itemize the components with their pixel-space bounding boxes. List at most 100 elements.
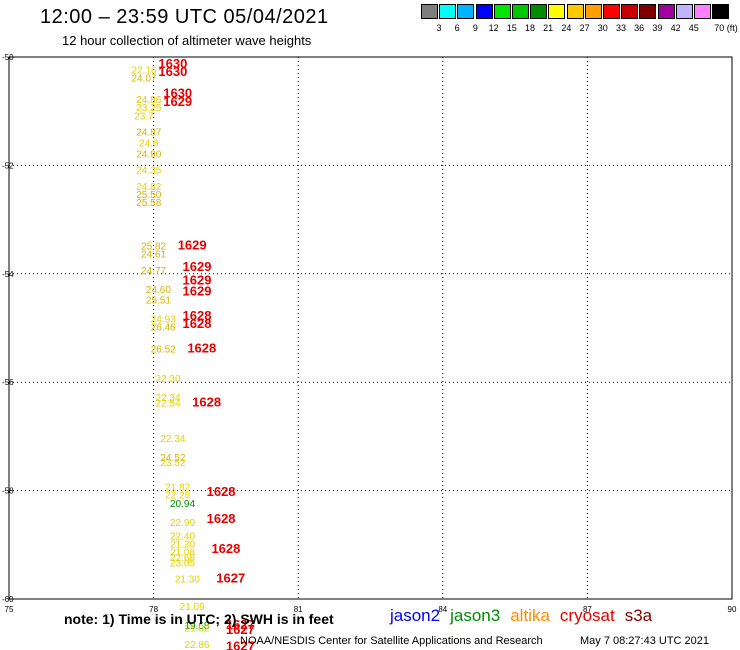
legend-swatch bbox=[439, 4, 457, 19]
footer-timestamp: May 7 08:27:43 UTC 2021 bbox=[580, 635, 710, 647]
legend-label: 18 bbox=[524, 23, 535, 33]
legend-swatch bbox=[475, 4, 493, 19]
legend-swatch bbox=[675, 4, 693, 19]
time-label: 1630 bbox=[158, 56, 187, 71]
swh-value-label: 21.20 bbox=[170, 540, 195, 551]
x-tick-label: 90 bbox=[728, 605, 737, 614]
y-tick-label: -60 bbox=[2, 595, 14, 604]
legend-label: 6 bbox=[454, 23, 460, 33]
swh-value-label: 21.08 bbox=[170, 548, 195, 559]
time-label: 1628 bbox=[207, 511, 236, 526]
swh-value-label: 26.52 bbox=[151, 344, 176, 355]
satellite-name: cryosat bbox=[559, 606, 615, 625]
swh-value-label: 24.52 bbox=[160, 453, 185, 464]
time-label: 1627 bbox=[226, 617, 255, 632]
y-tick-label: -50 bbox=[2, 53, 14, 62]
swh-value-label: 23.05 bbox=[170, 558, 195, 569]
swh-value-label: 25.51 bbox=[146, 296, 171, 307]
swh-value-label: 25.82 bbox=[141, 241, 166, 252]
x-tick-labels: 75 78 81 84 87 90 bbox=[5, 605, 737, 614]
swh-value-label: 24.86 bbox=[136, 95, 161, 106]
swh-value-label: 26.46 bbox=[151, 323, 176, 334]
satellite-legend: jason2 jason3 altika cryosat s3a bbox=[390, 606, 662, 626]
legend-label: 45 bbox=[688, 23, 699, 33]
y-tick-label: -54 bbox=[2, 270, 14, 279]
swh-value-label: 21.02 bbox=[184, 624, 209, 635]
swh-value-label: 24.6 bbox=[139, 138, 159, 149]
swh-value-label: 22.26 bbox=[165, 491, 190, 502]
time-label: 1628 bbox=[207, 484, 236, 499]
legend-swatch bbox=[712, 4, 730, 19]
time-label: 1628 bbox=[187, 340, 216, 355]
time-label: 1628 bbox=[183, 308, 212, 323]
legend-label: 15 bbox=[506, 23, 517, 33]
time-label: 1628 bbox=[211, 541, 240, 556]
legend-swatch bbox=[457, 4, 475, 19]
time-labels: 1630163016301629162916291629162916281628… bbox=[158, 56, 255, 650]
legend-label: 24 bbox=[561, 23, 572, 33]
legend-label: 33 bbox=[615, 23, 626, 33]
swh-value-label: 24.61 bbox=[141, 250, 166, 261]
legend-label: 70 (ft) bbox=[714, 23, 738, 33]
legend-label: 42 bbox=[670, 23, 681, 33]
time-label: 1627 bbox=[226, 622, 255, 637]
legend-swatch bbox=[548, 4, 566, 19]
satellite-name: jason2 bbox=[390, 606, 441, 625]
time-label: 1629 bbox=[183, 273, 212, 288]
y-tick-label: -52 bbox=[2, 161, 14, 170]
legend-swatch bbox=[657, 4, 675, 19]
legend-swatch bbox=[639, 4, 657, 19]
swh-value-label: 24.93 bbox=[151, 315, 176, 326]
swh-value-label: 22.86 bbox=[184, 640, 209, 650]
swh-value-label: 25.58 bbox=[136, 198, 161, 209]
x-tick-label: 81 bbox=[294, 605, 303, 614]
legend-label: 12 bbox=[488, 23, 499, 33]
swh-value-label: 22.34 bbox=[160, 434, 185, 445]
swh-value-label: 21.82 bbox=[165, 483, 190, 494]
time-label: 1630 bbox=[158, 64, 187, 79]
swh-value-label: 23.25 bbox=[136, 103, 161, 114]
swh-value-label: 21.30 bbox=[175, 575, 200, 586]
time-label: 1627 bbox=[216, 571, 245, 586]
legend-swatch bbox=[530, 4, 548, 19]
legend-label: 27 bbox=[579, 23, 590, 33]
swh-value-label: 24.60 bbox=[146, 285, 171, 296]
time-label: 1627 bbox=[226, 638, 255, 650]
legend-swatch bbox=[566, 4, 584, 19]
swh-value-label: 21.09 bbox=[180, 602, 205, 613]
satellite-name: jason3 bbox=[450, 606, 501, 625]
time-label: 1629 bbox=[183, 259, 212, 274]
chart-title: 12:00 – 23:59 UTC 05/04/2021 bbox=[40, 6, 329, 28]
y-tick-label: -58 bbox=[2, 487, 14, 496]
legend-label: 30 bbox=[597, 23, 608, 33]
swh-value-label: 24.77 bbox=[141, 266, 166, 277]
swh-value-label: 22.99 bbox=[170, 518, 195, 529]
swh-value-label: 22.34 bbox=[156, 393, 181, 404]
swh-value-label: 23.52 bbox=[160, 458, 185, 469]
swh-value-label: 20.94 bbox=[170, 499, 195, 510]
legend-swatch bbox=[584, 4, 602, 19]
time-label: 1630 bbox=[163, 86, 192, 101]
swh-value-label: 25.50 bbox=[136, 190, 161, 201]
swh-value-label: 22.54 bbox=[156, 399, 181, 410]
legend-swatch bbox=[694, 4, 711, 19]
legend-label: 36 bbox=[634, 23, 645, 33]
swh-value-label: 19.68 bbox=[184, 621, 209, 632]
y-tick-label: -56 bbox=[2, 378, 14, 387]
legend-label: 21 bbox=[543, 23, 554, 33]
plot-frame bbox=[8, 56, 733, 600]
time-label: 1629 bbox=[183, 283, 212, 298]
time-label: 1629 bbox=[163, 94, 192, 109]
legend-swatch bbox=[603, 4, 620, 19]
legend-swatch bbox=[512, 4, 529, 19]
swh-value-label: 24.82 bbox=[136, 182, 161, 193]
footer-agency: NOAA/NESDIS Center for Satellite Applica… bbox=[240, 635, 543, 647]
time-label: 1628 bbox=[192, 395, 221, 410]
legend-label: 39 bbox=[652, 23, 663, 33]
swh-value-label: 22.68 bbox=[170, 553, 195, 564]
legend-label: 9 bbox=[472, 23, 478, 33]
x-tick-label: 87 bbox=[583, 605, 592, 614]
swh-value-label: 24.07 bbox=[131, 73, 156, 84]
swh-value-label: 22.40 bbox=[170, 531, 195, 542]
